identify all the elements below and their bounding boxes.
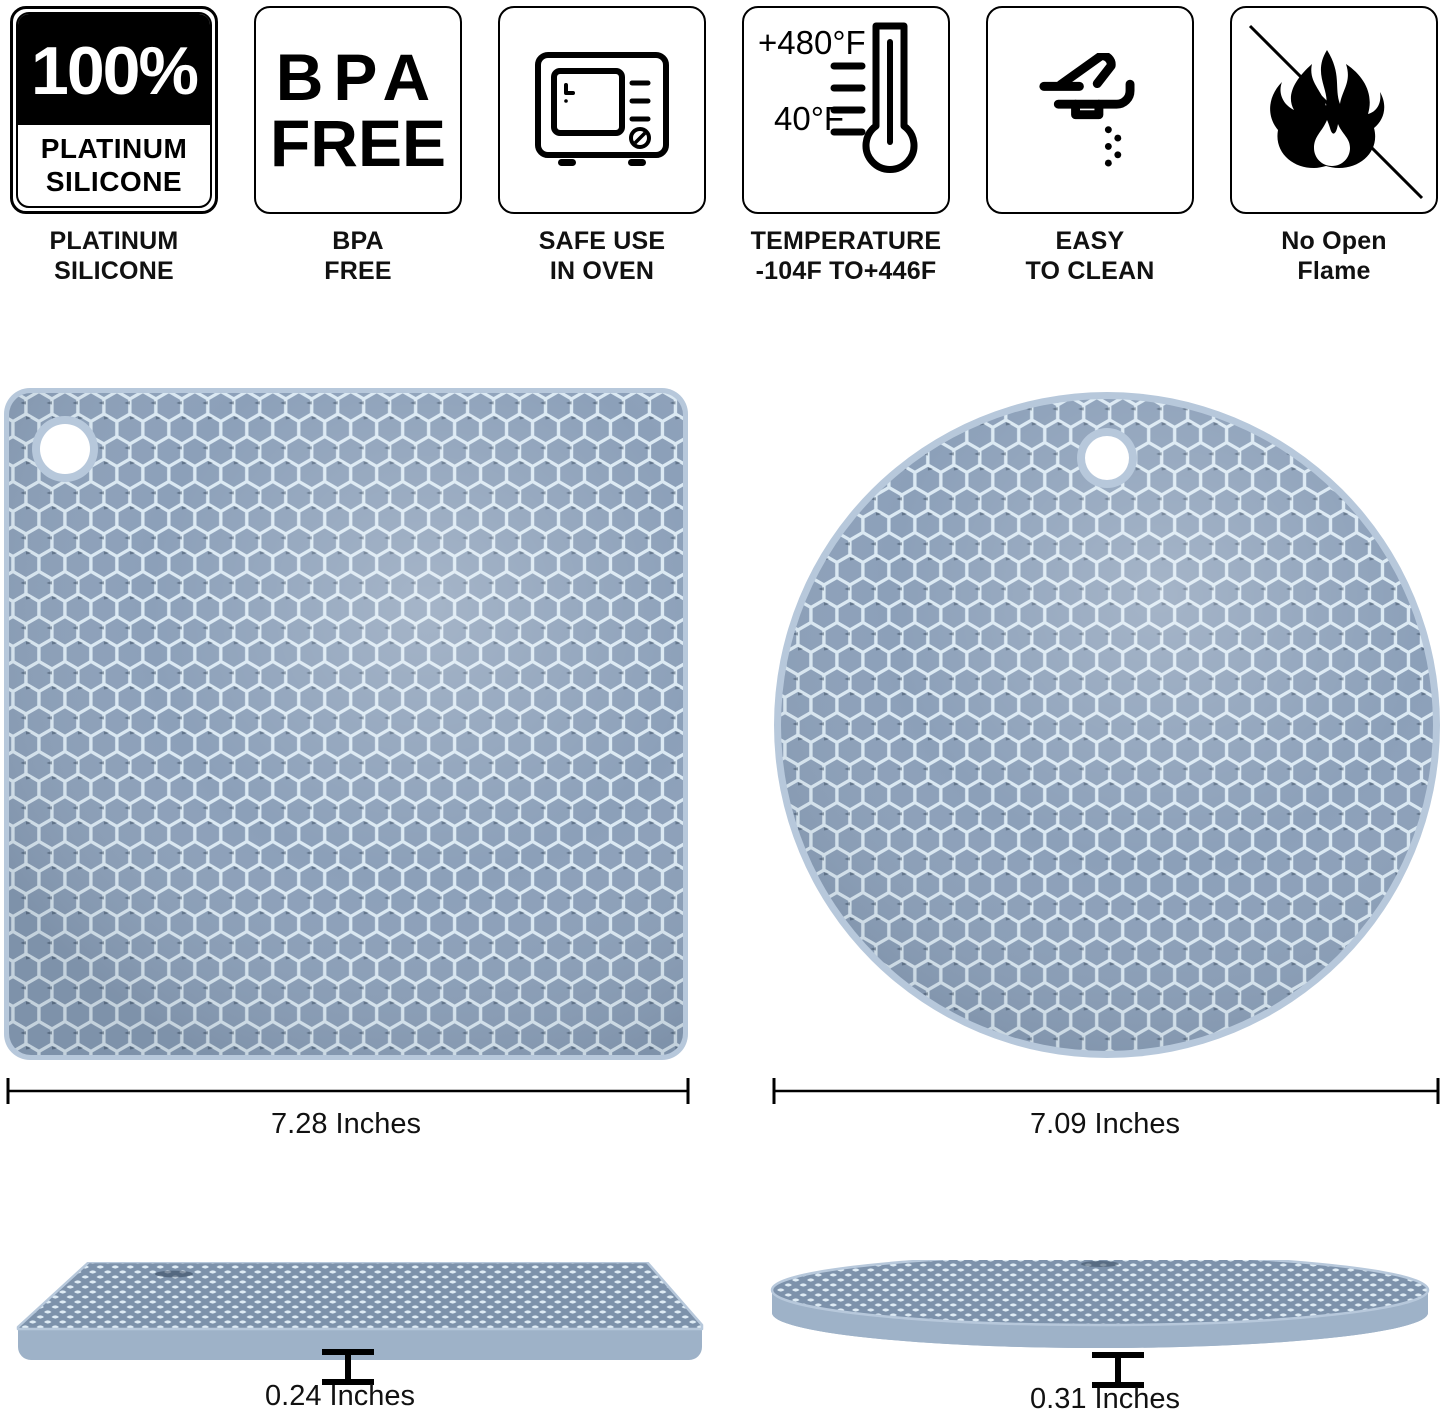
svg-text:+480°F: +480°F	[758, 24, 866, 61]
svg-text:100%: 100%	[31, 33, 197, 109]
